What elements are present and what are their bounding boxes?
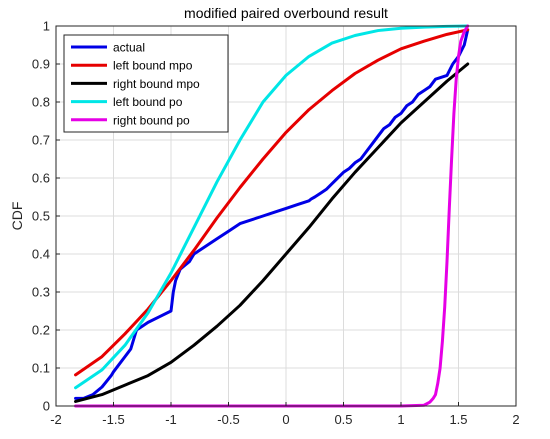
x-tick-label: 1 [397, 412, 404, 427]
y-tick-label: 0.8 [32, 95, 50, 110]
x-tick-label: -2 [50, 412, 62, 427]
legend-label: actual [113, 41, 145, 55]
series-line-left-bound-mpo [74, 28, 470, 377]
x-tick-label: -1 [165, 412, 177, 427]
y-tick-label: 0.2 [32, 323, 50, 338]
y-tick-label: 0 [43, 399, 50, 414]
y-tick-label: 0.1 [32, 361, 50, 376]
y-tick-label: 0.7 [32, 133, 50, 148]
x-tick-label: 0.5 [334, 412, 352, 427]
axis-ticks: -2 -1.5 -1 -0.5 0 0.5 1 1.5 2 0 0.1 0.2 0.3 0.4 0.5 0.6… [32, 19, 520, 428]
series-line-right-bound-mpo [74, 62, 470, 403]
legend-label: left bound po [113, 95, 183, 109]
series-line-actual [74, 28, 470, 400]
y-tick-label: 0.9 [32, 57, 50, 72]
chart-title: modified paired overbound result [184, 5, 388, 21]
x-tick-label: 1.5 [449, 412, 467, 427]
y-tick-label: 0.6 [32, 171, 50, 186]
y-tick-label: 0.5 [32, 209, 50, 224]
series-line-left-bound-po [74, 24, 470, 390]
x-tick-label: -1.5 [102, 412, 124, 427]
x-tick-label: 0 [282, 412, 289, 427]
series-line-right-bound-po [74, 24, 470, 408]
legend-label: left bound mpo [113, 59, 193, 73]
x-tick-label: 2 [512, 412, 519, 427]
y-tick-label: 0.4 [32, 247, 50, 262]
x-tick-label: -0.5 [217, 412, 239, 427]
y-tick-label: 0.3 [32, 285, 50, 300]
legend: actual left bound mpo right bound mpo left … [63, 34, 229, 133]
y-axis-label: CDF [9, 202, 25, 231]
series-layer [74, 24, 470, 408]
legend-label: right bound mpo [113, 77, 200, 91]
grid-lines [55, 25, 517, 407]
y-tick-label: 1 [43, 19, 50, 34]
legend-label: right bound po [113, 113, 190, 127]
